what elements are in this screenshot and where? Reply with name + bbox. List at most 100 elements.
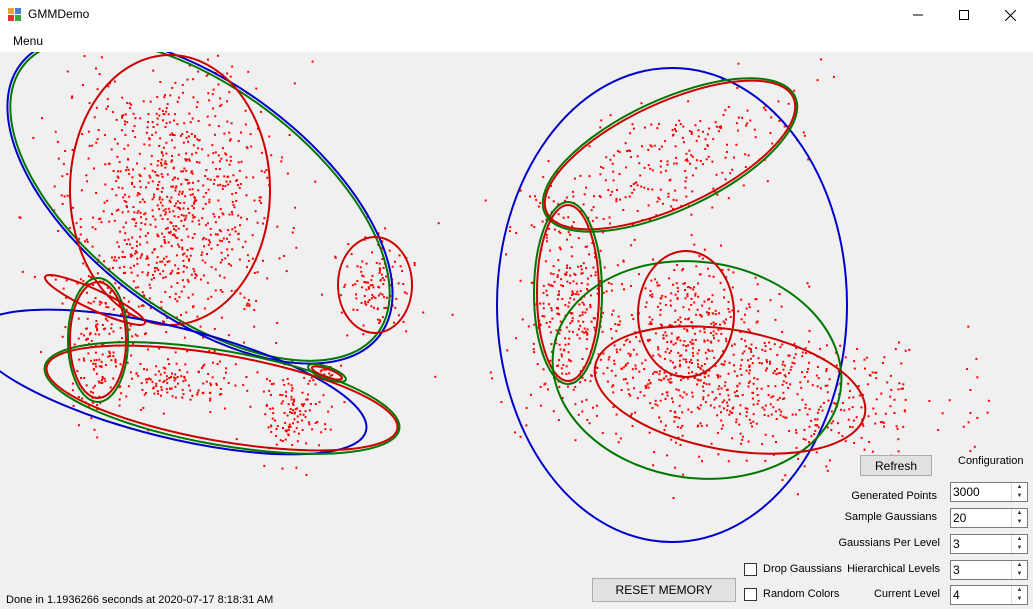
sample-point [928,400,931,402]
sample-point [98,381,101,384]
sample-point [275,434,278,437]
sample-point [675,130,678,133]
sample-point [171,159,174,162]
spinner-arrows[interactable]: ▲ ▼ [1011,509,1027,527]
spin-down-icon[interactable]: ▼ [1016,571,1023,577]
sample-point [193,202,195,205]
spin-up-icon[interactable]: ▲ [1016,510,1023,516]
spin-down-icon[interactable]: ▼ [1016,545,1023,551]
menu-item-menu[interactable]: Menu [13,34,44,48]
current-level-input[interactable] [951,586,1013,604]
sample-point [192,78,195,81]
sample-point [676,298,679,300]
spin-up-icon[interactable]: ▲ [1016,562,1023,568]
random-colors-label[interactable]: Random Colors [763,588,840,600]
sample-point [611,313,613,316]
spin-down-icon[interactable]: ▼ [1016,519,1023,525]
spinner-arrows[interactable]: ▲ ▼ [1011,586,1027,604]
sample-point [181,192,184,195]
sample-point [660,160,662,163]
reset-memory-button[interactable]: RESET MEMORY [592,578,736,602]
sample-point [287,403,290,406]
sample-point [900,388,903,390]
spin-down-icon[interactable]: ▼ [1016,596,1023,602]
gaussians-per-level-spinner[interactable]: ▲▼ [950,534,1028,554]
sample-point [670,324,673,327]
sample-point [171,372,173,375]
spinner-arrows[interactable]: ▲ ▼ [1011,483,1027,501]
drop-gaussians-checkbox[interactable] [744,563,757,576]
sample-point [139,201,142,204]
drop-gaussians-label[interactable]: Drop Gaussians [763,563,842,575]
sample-point [676,296,679,299]
sample-point [180,375,183,378]
sample-point [39,351,42,353]
spinner-arrows[interactable]: ▲ ▼ [1011,561,1027,579]
spin-up-icon[interactable]: ▲ [1016,587,1023,593]
sample-point [775,368,778,370]
sample-point [165,122,168,125]
maximize-button[interactable] [941,0,987,30]
sample-point [741,394,744,396]
sample-point [208,198,211,201]
sample-point [668,352,671,355]
gaussian-ellipse-level-3 [593,325,867,455]
sample-point [116,170,119,173]
sample-point [391,265,394,268]
sample-point [568,372,571,375]
sample-gaussians-input[interactable] [951,509,1013,527]
sample-point [549,272,552,275]
sample-point [711,206,714,209]
sample-gaussians-spinner[interactable]: ▲▼ [950,508,1028,528]
refresh-button[interactable]: Refresh [860,455,932,476]
sample-point [112,351,115,354]
sample-point [204,224,207,227]
sample-point [88,144,91,147]
sample-point [194,196,196,199]
sample-point [134,225,137,228]
sample-point [664,169,667,172]
spinner-arrows[interactable]: ▲ ▼ [1011,535,1027,553]
generated-points-spinner[interactable]: ▲▼ [950,482,1028,502]
sample-point [688,149,691,152]
sample-point [731,344,733,347]
hierarchical-levels-input[interactable] [951,561,1013,579]
sample-point [652,372,655,375]
sample-point [889,374,892,377]
spin-up-icon[interactable]: ▲ [1016,536,1023,542]
sample-point [245,176,248,179]
sample-point [586,288,588,291]
close-button[interactable] [987,0,1033,30]
sample-point [151,121,154,123]
current-level-spinner[interactable]: ▲▼ [950,585,1028,605]
sample-point [685,358,687,361]
sample-point [168,260,171,263]
sample-point [615,413,618,416]
sample-point [166,195,169,198]
sample-point [171,234,174,236]
sample-point [125,201,128,203]
sample-point [136,211,139,214]
sample-point [207,373,210,375]
sample-point [776,353,779,356]
sample-point [691,338,694,341]
hierarchical-levels-spinner[interactable]: ▲▼ [950,560,1028,580]
sample-point [394,306,397,309]
sample-point [382,283,385,285]
sample-point [174,113,176,116]
sample-point [153,392,156,395]
generated-points-input[interactable] [951,483,1013,501]
gaussians-per-level-input[interactable] [951,535,1013,553]
spin-down-icon[interactable]: ▼ [1016,493,1023,499]
spin-up-icon[interactable]: ▲ [1016,484,1023,490]
sample-point [547,388,549,391]
sample-point [207,58,209,61]
sample-point [568,330,571,333]
minimize-button[interactable] [895,0,941,30]
random-colors-checkbox[interactable] [744,588,757,601]
sample-point [556,274,559,277]
sample-point [381,240,384,243]
sample-point [221,187,224,190]
sample-point [211,144,214,147]
sample-point [868,441,871,443]
